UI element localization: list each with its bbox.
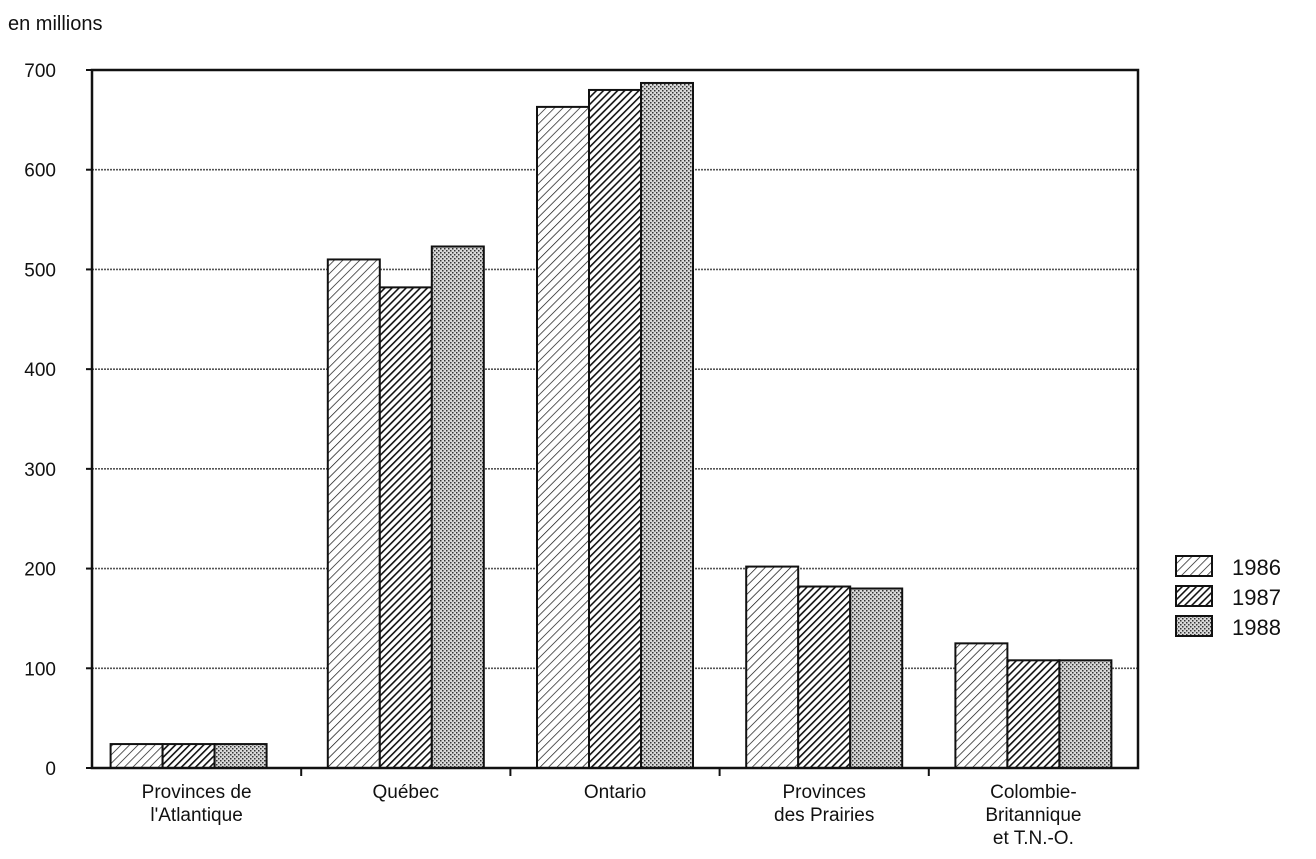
bar-1986-cat-1 — [326, 258, 381, 769]
bars — [109, 81, 1113, 770]
y-tick-label-700: 700 — [24, 61, 56, 82]
legend-label-1988: 1988 — [1232, 615, 1281, 640]
y-axis-label: en millions — [8, 13, 102, 35]
bar-1988-cat-4 — [1058, 659, 1113, 770]
legend-swatch-1987 — [1175, 585, 1213, 607]
y-tick-label-0: 0 — [45, 759, 56, 780]
category-label-2-line-0: Ontario — [584, 782, 646, 803]
y-tick-label-500: 500 — [24, 260, 56, 281]
legend-label-1987: 1987 — [1232, 585, 1281, 610]
bar-1987-cat-1 — [378, 286, 433, 769]
bar-1988-cat-1 — [430, 245, 485, 770]
bar-1988-cat-3 — [849, 587, 904, 769]
y-axis-ticks: 0 100 200 300 400 500 600 700 — [24, 61, 92, 780]
y-tick-label-200: 200 — [24, 560, 56, 581]
category-label-4-line-0: Colombie- — [990, 782, 1077, 803]
bar-1986-cat-2 — [536, 105, 590, 769]
legend-label-1986: 1986 — [1232, 555, 1281, 580]
bar-1986-cat-4 — [954, 642, 1009, 769]
bar-1987-cat-0 — [161, 743, 216, 769]
y-tick-label-300: 300 — [24, 460, 56, 481]
bar-1987-cat-2 — [588, 88, 642, 769]
bar-1988-cat-2 — [640, 81, 694, 770]
legend-swatch-1988 — [1175, 615, 1213, 637]
x-axis-labels: Provinces del'Atlantique Québec Ontario Pro… — [142, 768, 1081, 849]
category-label-1-line-0: Québec — [373, 782, 440, 803]
plot-frame — [90, 68, 1140, 770]
bar-1986-cat-3 — [745, 565, 800, 769]
bar-1986-cat-0 — [109, 743, 164, 769]
legend-swatch-1986 — [1175, 555, 1213, 577]
category-label-3-line-0: Provinces — [782, 782, 865, 803]
y-tick-label-600: 600 — [24, 161, 56, 182]
category-label-4-line-2: et T.N.-O. — [993, 828, 1074, 849]
bar-1988-cat-0 — [213, 743, 268, 769]
category-label-3-line-1: des Prairies — [774, 805, 874, 826]
bar-1987-cat-3 — [797, 585, 852, 770]
category-label-4-line-1: Britannique — [985, 805, 1081, 826]
category-label-0-line-1: l'Atlantique — [150, 805, 242, 826]
y-tick-label-400: 400 — [24, 360, 56, 381]
y-tick-label-100: 100 — [24, 659, 56, 680]
bar-1987-cat-4 — [1006, 659, 1061, 770]
category-label-0-line-0: Provinces de — [142, 782, 252, 803]
legend: 1986 1987 1988 — [1175, 555, 1281, 640]
